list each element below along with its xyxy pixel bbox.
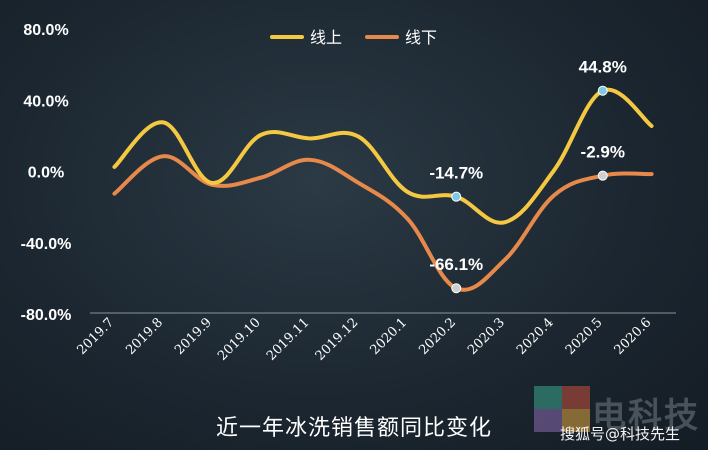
legend-label: 线下 bbox=[405, 28, 437, 47]
data-label: -2.9% bbox=[581, 143, 625, 162]
data-label: 44.8% bbox=[579, 58, 627, 77]
x-tick-label: 2019.8 bbox=[123, 315, 166, 358]
data-label: -14.7% bbox=[429, 164, 483, 183]
legend-label: 线上 bbox=[310, 28, 342, 47]
x-tick-label: 2019.11 bbox=[264, 315, 313, 364]
data-label: -66.1% bbox=[429, 255, 483, 274]
x-tick-label: 2019.10 bbox=[215, 315, 264, 364]
y-tick-label: 80.0% bbox=[23, 22, 68, 39]
y-tick-label: 0.0% bbox=[28, 165, 64, 182]
x-tick-label: 2020.2 bbox=[416, 315, 459, 358]
x-tick-label: 2020.1 bbox=[367, 315, 410, 358]
annotation-marker bbox=[451, 191, 462, 202]
annotation-marker bbox=[597, 170, 608, 181]
watermark-brand: 电科技 bbox=[592, 396, 700, 436]
x-tick-label: 2019.9 bbox=[172, 315, 215, 358]
annotation-marker bbox=[451, 283, 462, 294]
y-tick-label: -40.0% bbox=[21, 236, 72, 253]
series-line-offline bbox=[112, 154, 654, 292]
watermark-credit: 搜狐号@科技先生 bbox=[560, 425, 681, 443]
x-tick-label: 2020.5 bbox=[563, 315, 606, 358]
x-tick-label: 2020.6 bbox=[612, 315, 655, 358]
y-tick-label: -80.0% bbox=[21, 307, 72, 324]
x-tick-label: 2019.7 bbox=[74, 315, 117, 358]
x-tick-label: 2020.3 bbox=[465, 315, 508, 358]
y-tick-label: 40.0% bbox=[23, 93, 68, 110]
series-line-online bbox=[112, 87, 654, 225]
chart-title: 近一年冰洗销售额同比变化 bbox=[215, 416, 492, 441]
x-tick-label: 2019.12 bbox=[313, 315, 362, 364]
watermark-logo-icon bbox=[534, 386, 590, 432]
annotation-marker bbox=[597, 85, 608, 96]
x-tick-label: 2020.4 bbox=[514, 315, 557, 358]
